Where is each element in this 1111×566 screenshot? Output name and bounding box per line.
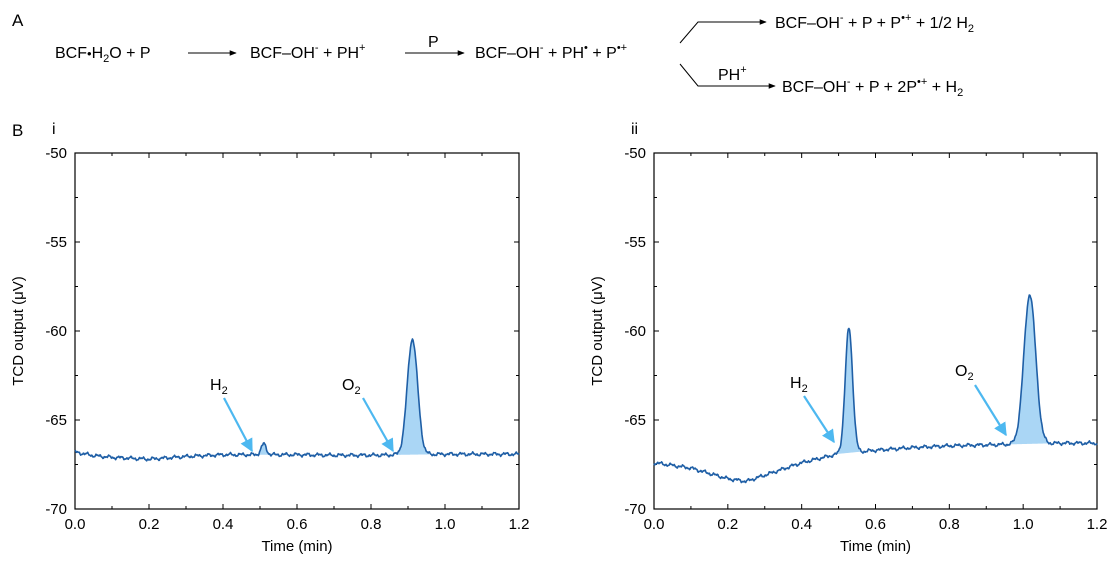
reaction-scheme: BCF•H2O + P BCF–OH- + PH+ P BCF–OH- + PH… (55, 12, 974, 99)
x-tick-label: 1.0 (435, 516, 456, 533)
x-tick-label: 0.0 (644, 516, 665, 533)
x-tick-label: 0.4 (791, 516, 812, 533)
scheme-branch-bottom: BCF–OH- + P + 2P•+ + H2 (782, 76, 963, 99)
peak-label: H2 (790, 375, 808, 395)
x-tick-label: 0.6 (865, 516, 886, 533)
y-tick-label: -50 (624, 145, 646, 162)
x-tick-label: 0.8 (939, 516, 960, 533)
panel-label-b: B (12, 121, 23, 140)
data-trace (653, 294, 1098, 484)
y-tick-label: -65 (624, 412, 646, 429)
y-tick-label: -70 (45, 501, 67, 518)
x-tick-label: 0.6 (287, 516, 308, 533)
peak-label: H2 (210, 377, 228, 397)
y-tick-label: -55 (45, 234, 67, 251)
x-tick-label: 0.2 (139, 516, 160, 533)
x-tick-label: 0.2 (717, 516, 738, 533)
peak-fill-O2 (395, 338, 430, 455)
y-tick-label: -60 (45, 323, 67, 340)
peak-arrow (803, 395, 835, 444)
scheme-branch-top: BCF–OH- + P + P•+ + 1/2 H2 (775, 12, 974, 35)
scheme-branch-bottom-over-arrow: PH+ (718, 64, 747, 84)
x-tick-label: 0.4 (213, 516, 234, 533)
x-tick-label: 1.2 (1087, 516, 1108, 533)
y-tick-label: -65 (45, 412, 67, 429)
y-tick-label: -50 (45, 145, 67, 162)
y-tick-label: -60 (624, 323, 646, 340)
chart-panel-i: i 0.0 0.2 0.4 0.6 0.8 1.0 1.2 -50 -55 -60 -65 -70 Tim… (10, 121, 529, 555)
peak-arrow (974, 384, 1007, 437)
x-axis-label: Time (min) (840, 538, 911, 555)
x-tick-label: 1.2 (509, 516, 530, 533)
peak-label: O2 (955, 363, 974, 383)
peak-arrow (362, 397, 394, 453)
y-axis-label: TCD output (μV) (589, 276, 606, 386)
y-tick-label: -70 (624, 501, 646, 518)
x-tick-label: 0.0 (65, 516, 86, 533)
scheme-step1-right: BCF–OH- + PH+ (250, 42, 365, 62)
scheme-over-arrow-p: P (428, 34, 439, 51)
scheme-step1-left: BCF•H2O + P (55, 45, 151, 65)
x-tick-label: 1.0 (1013, 516, 1034, 533)
peak-label: O2 (342, 377, 361, 397)
scheme-step2-right: BCF–OH- + PH• + P•+ (475, 42, 627, 62)
x-tick-label: 0.8 (361, 516, 382, 533)
x-axis-label: Time (min) (261, 538, 332, 555)
panel-label-a: A (12, 11, 24, 30)
peak-fill-O2 (1010, 294, 1049, 445)
y-tick-label: -55 (624, 234, 646, 251)
chart-panel-ii: ii 0.0 0.2 0.4 0.6 0.8 1.0 1.2 -50 -55 -60 -65 -70 Ti… (589, 121, 1107, 555)
scheme-branch-arrow-bottom (679, 63, 776, 89)
peak-arrow (223, 397, 253, 453)
data-trace (74, 338, 520, 462)
panel-roman-label: i (52, 121, 56, 138)
panel-roman-label: ii (631, 121, 638, 138)
scheme-branch-arrow-top (679, 19, 767, 44)
y-axis-label: TCD output (μV) (10, 276, 27, 386)
